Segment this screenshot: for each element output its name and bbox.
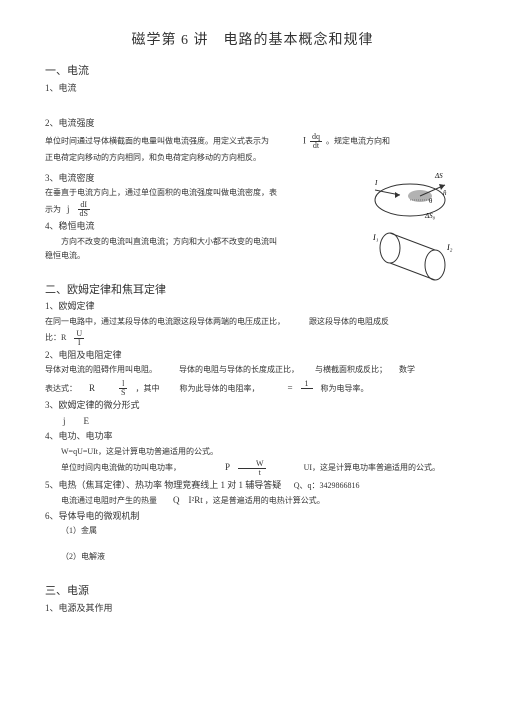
var-R: R (89, 382, 95, 396)
current-density-diagram: ΔS n̂ θ I ΔS₀ (365, 170, 465, 225)
fraction-U-I: U I (74, 330, 84, 347)
label: 示为 (45, 204, 61, 216)
subsection-2-4: 4、电功、电功率 (45, 430, 460, 444)
power-formula-row: 单位时间内电流做的功叫电功率， P W t UI，这是计算电功率普遍适用的公式。 (45, 460, 460, 477)
subsection-1-2: 2、电流强度 (45, 117, 460, 131)
svg-text:θ: θ (429, 197, 433, 205)
diagram-area: ΔS n̂ θ I ΔS₀ I₂ I₁ (365, 170, 465, 290)
current-density-text: 在垂直于电流方向上，通过单位面积的电流强度叫做电流密度，表 (45, 187, 305, 199)
fraction-W-t: W t (238, 460, 266, 477)
qq-contact: Q、q：3429866816 (294, 481, 360, 490)
ohm-law-text: 在同一电路中，通过某段导体的电流跟这段导体两端的电压成正比， 跟这段导体的电阻成… (45, 316, 460, 328)
conductor-diagram: I₂ I₁ (365, 230, 465, 290)
fraction-conductivity: 1 (301, 380, 313, 397)
svg-text:I: I (374, 179, 378, 187)
micro-electrolyte: （2）电解液 (45, 551, 460, 563)
subsection-2-1: 1、欧姆定律 (45, 300, 460, 314)
joule-formula: Q I²Rt (173, 495, 203, 505)
text: 单位时间通过导体横截面的电量叫做电流强度。用定义式表示为 (45, 136, 269, 145)
subsection-2-5: 5、电热（焦耳定律）、热功率 物理竞赛线上 1 对 1 辅导答疑 Q、q：342… (45, 479, 460, 493)
subsection-2-3: 3、欧姆定律的微分形式 (45, 399, 460, 413)
svg-text:n̂: n̂ (443, 189, 447, 197)
svg-text:I₁: I₁ (372, 233, 379, 242)
joule-heat-text: 电流通过电阻时产生的热量 Q I²Rt ，这是普遍适用的电热计算公式。 (45, 494, 460, 508)
diff-ohm-vars: j E (45, 415, 460, 429)
svg-text:I₂: I₂ (446, 243, 453, 252)
fraction-dI-dS: dI dS (78, 201, 90, 218)
subsection-3-1: 1、电源及其作用 (45, 602, 460, 616)
section-3-heading: 三、电源 (45, 583, 460, 600)
var-P: P (209, 461, 230, 475)
subsection-2-2: 2、电阻及电阻定律 (45, 349, 460, 363)
fraction-dq-dt: dq dt (310, 133, 322, 150)
section-1-heading: 一、电流 (45, 63, 460, 80)
svg-text:ΔS₀: ΔS₀ (424, 212, 436, 220)
current-intensity-text: 单位时间通过导体横截面的电量叫做电流强度。用定义式表示为 I dq dt 。规定… (45, 133, 460, 150)
fraction-l-S: l S (119, 380, 127, 397)
label: 比：R (45, 332, 66, 344)
text-tail: 。规定电流方向和 (326, 136, 390, 145)
resistance-formula-row: 表达式： R l S ，其中 称为此导体的电阻率， = 1 称为电导率。 (45, 380, 460, 397)
subsection-2-6: 6、导体导电的微观机制 (45, 510, 460, 524)
work-formula-text: W=qU=UIt，这是计算电功普遍适用的公式。 (45, 446, 460, 458)
resistance-text: 导体对电流的阻碍作用叫电阻。 导体的电阻与导体的长度成正比， 与横截面积成反比；… (45, 364, 460, 376)
document-title: 磁学第 6 讲 电路的基本概念和规律 (45, 30, 460, 51)
var-I: I (303, 135, 306, 145)
ohm-law-formula-row: 比：R U I (45, 330, 460, 347)
var-j: j (67, 203, 70, 217)
current-direction-text: 正电荷定向移动的方向相同，和负电荷定向移动的方向相反。 (45, 152, 460, 164)
subsection-1-1: 1、电流 (45, 82, 460, 96)
micro-metal: （1）金属 (45, 525, 460, 537)
svg-text:ΔS: ΔS (434, 172, 443, 180)
